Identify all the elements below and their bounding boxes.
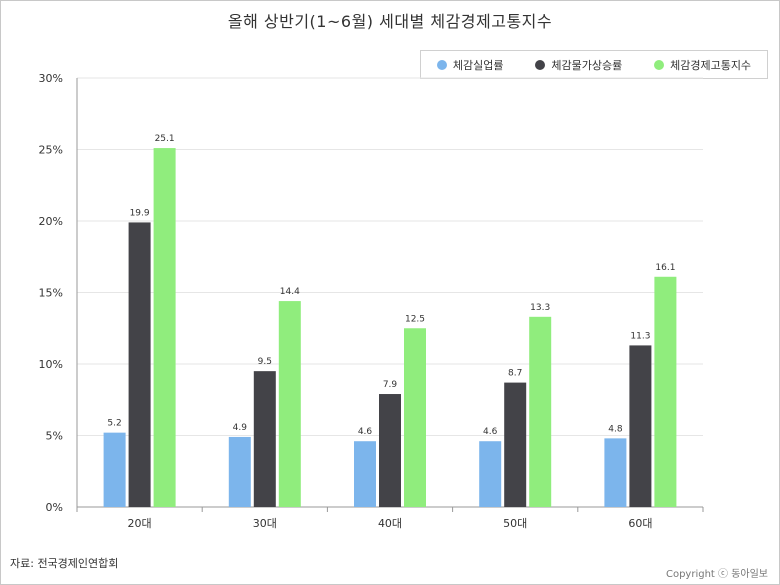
legend-marker-unemployment [436, 59, 447, 70]
bar [253, 371, 276, 507]
bar [354, 441, 376, 507]
copyright-note: Copyright ⓒ 동아일보 [665, 569, 768, 580]
legend-item-misery-index[interactable]: 체감경제고통지수 [654, 57, 751, 73]
chart-legend: 체감실업률 체감물가상승률 체감경제고통지수 [420, 50, 768, 79]
x-tick-label: 60대 [628, 517, 652, 530]
bar [103, 432, 126, 507]
bar [379, 394, 401, 507]
x-tick-label: 30대 [253, 517, 277, 530]
y-tick-label: 30% [39, 72, 63, 85]
data-label: 11.3 [630, 331, 650, 341]
legend-label-unemployment: 체감실업률 [452, 58, 504, 72]
legend-item-inflation[interactable]: 체감물가상승률 [535, 57, 622, 73]
data-label: 4.6 [358, 427, 373, 437]
bar [654, 276, 677, 507]
data-label: 12.5 [405, 314, 425, 324]
data-label: 16.1 [655, 263, 675, 273]
legend-marker-inflation [535, 59, 546, 70]
x-tick-label: 50대 [503, 517, 527, 530]
data-label: 19.9 [130, 208, 150, 218]
data-label: 13.3 [530, 303, 550, 313]
data-label: 7.9 [383, 380, 398, 390]
bar [404, 328, 426, 507]
y-tick-label: 10% [39, 358, 63, 371]
bar [629, 345, 652, 507]
y-tick-label: 5% [46, 430, 63, 443]
bar [529, 316, 552, 507]
legend-marker-misery-index [654, 59, 665, 70]
legend-item-unemployment[interactable]: 체감실업률 [436, 57, 504, 73]
y-tick-label: 20% [39, 215, 63, 228]
data-label: 25.1 [155, 134, 175, 144]
bar [504, 382, 527, 507]
source-note: 자료: 전국경제인연합회 [10, 557, 119, 570]
bar [604, 438, 627, 507]
data-label: 5.2 [107, 419, 121, 429]
data-label: 14.4 [280, 287, 300, 297]
bar [128, 222, 151, 507]
y-tick-label: 15% [39, 287, 63, 300]
x-tick-label: 20대 [128, 517, 152, 530]
legend-label-inflation: 체감물가상승률 [551, 58, 623, 72]
data-label: 4.8 [608, 424, 623, 434]
data-label: 4.9 [233, 423, 248, 433]
bar [228, 436, 251, 507]
legend-label-misery-index: 체감경제고통지수 [670, 58, 752, 72]
y-tick-label: 25% [39, 144, 63, 157]
bar [153, 148, 176, 507]
data-label: 4.6 [483, 427, 498, 437]
data-label: 8.7 [508, 369, 522, 379]
data-label: 9.5 [258, 357, 272, 367]
bar [479, 441, 502, 507]
x-tick-label: 40대 [378, 517, 402, 530]
chart-title: 올해 상반기(1~6월) 세대별 체감경제고통지수 [227, 12, 553, 31]
bar [278, 301, 301, 507]
y-tick-label: 0% [46, 501, 63, 514]
